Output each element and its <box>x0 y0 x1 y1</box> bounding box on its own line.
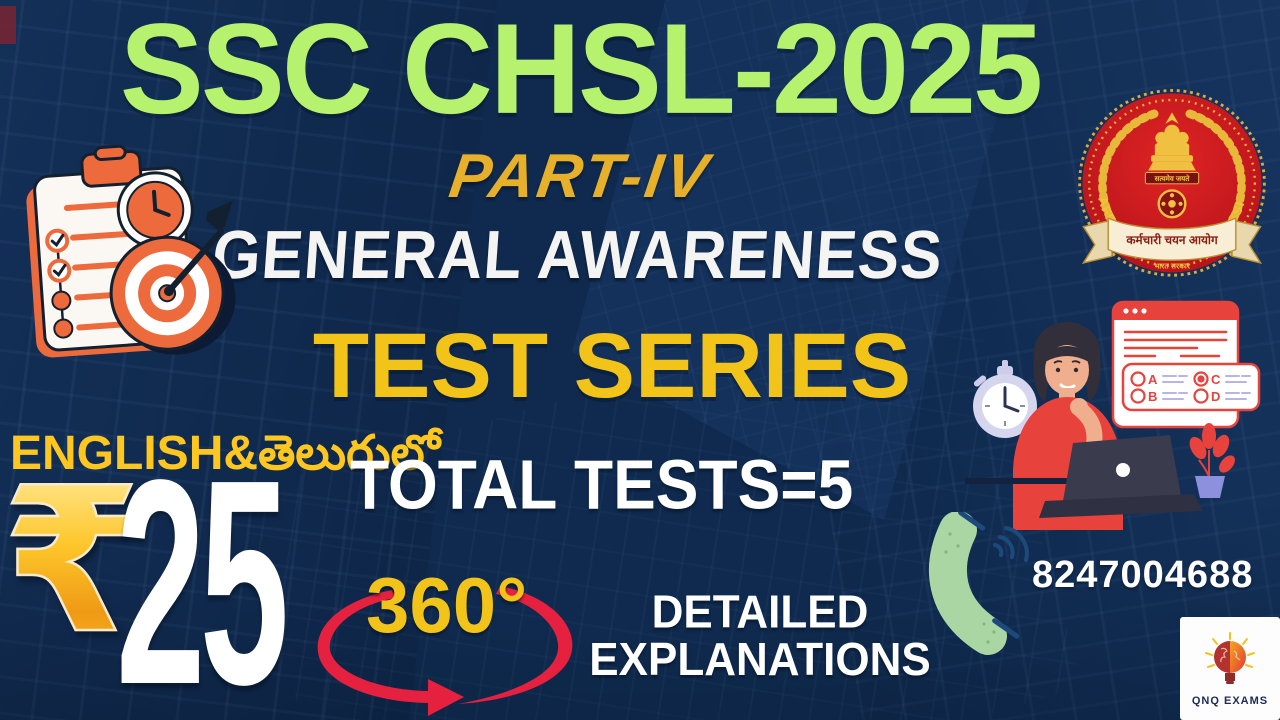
exam-illustration: A B C D <box>965 300 1261 530</box>
stopwatch-icon <box>973 360 1037 438</box>
detailed-explanations-label: DETAILED EXPLANATIONS <box>589 586 931 686</box>
poster-title: SSC CHSL-2025 <box>119 0 1043 141</box>
signal-waves-icon <box>993 526 1029 562</box>
360-degree-label: 360° <box>366 561 528 649</box>
emblem-ribbon: कर्मचारी चयन आयोग भारत सरकार <box>1081 217 1263 271</box>
option-label-c: C <box>1211 372 1221 387</box>
option-label-d: D <box>1211 389 1220 404</box>
dart-icon <box>163 200 233 297</box>
check-bullets <box>45 228 74 339</box>
option-circle-d <box>1193 388 1209 404</box>
emblem-motto: सत्यमेव जयते <box>1154 174 1191 183</box>
360-swoosh-icon <box>317 586 573 716</box>
brand-name: QNQ EXAMS <box>1191 694 1269 707</box>
ashoka-lions-icon <box>1148 112 1196 171</box>
languages-label: ENGLISH&తెలుగులో <box>10 427 440 480</box>
laptop-icon <box>1039 435 1203 518</box>
svg-text:भारत सरकार: भारत सरकार <box>1154 262 1191 271</box>
option-circle-c-selected <box>1193 371 1209 387</box>
option-circle-a <box>1130 371 1146 387</box>
answer-dashes <box>1162 375 1251 400</box>
text-lines <box>1123 330 1228 358</box>
option-circle-b <box>1130 388 1146 404</box>
quiz-answer-card: A B C D <box>1121 362 1261 412</box>
ssc-emblem: सत्यमेव जयते STAFF SELECTION COMMISSION … <box>1072 85 1266 277</box>
svg-text:कर्मचारी चयन आयोग: कर्मचारी चयन आयोग <box>1125 233 1219 247</box>
series-label: TEST SERIES <box>312 315 912 417</box>
brain-bulb-icon <box>1205 631 1255 684</box>
clipboard-target-illustration <box>26 144 236 358</box>
phone-icon <box>929 512 1029 655</box>
total-tests-label: TOTAL TESTS=5 <box>350 445 854 524</box>
price-amount: 25 <box>116 419 289 720</box>
option-label-a: A <box>1148 372 1158 387</box>
option-label-b: B <box>1148 389 1157 404</box>
part-label: PART-IV <box>445 142 715 211</box>
clock-icon <box>116 171 194 249</box>
emblem-center-badge <box>1157 189 1187 219</box>
rupee-symbol: ₹ <box>1 445 143 678</box>
plant-icon <box>1189 423 1235 498</box>
brand-logo-box: QNQ EXAMS <box>1180 617 1280 720</box>
phone-number: 8247004688 <box>1032 554 1254 596</box>
